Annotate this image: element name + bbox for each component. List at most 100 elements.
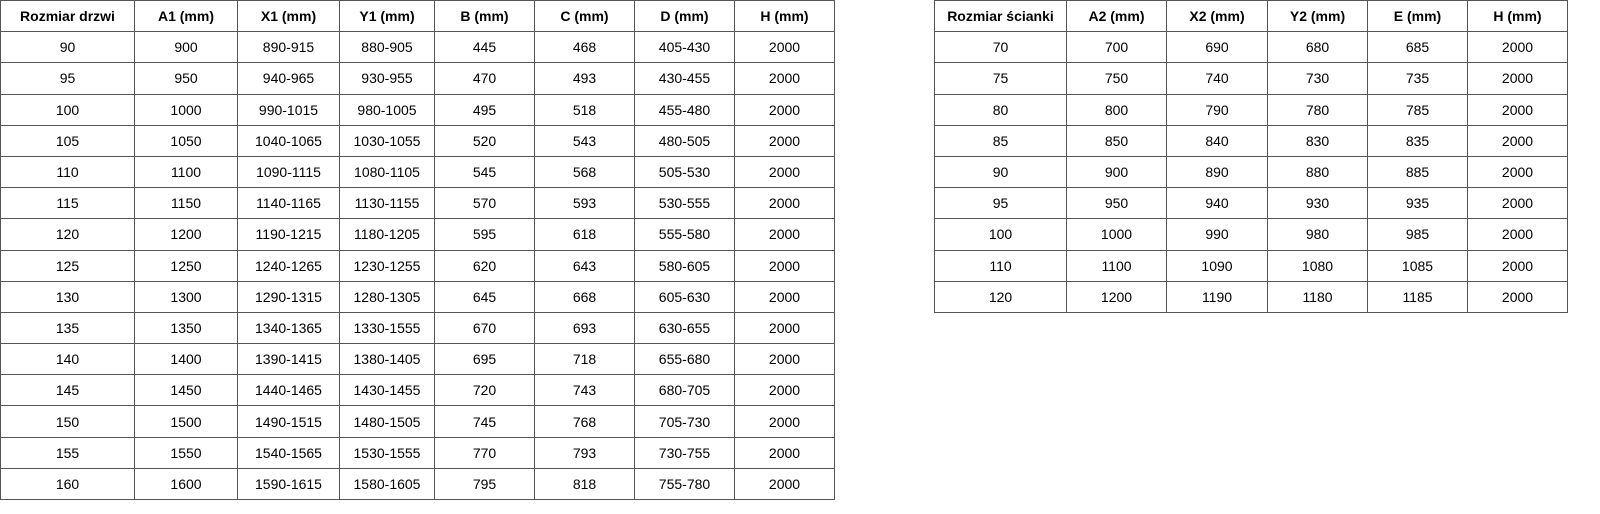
- table-cell: 735: [1367, 62, 1468, 95]
- table-cell: 885: [1367, 155, 1468, 189]
- table-cell: 990-1015: [237, 93, 340, 126]
- table-row: 110 1100 1090-1115 1080-1105 545 568 505-530 20…: [0, 155, 835, 189]
- table-row: 90 900 890-915 880-905 445 468 405-430 2000: [0, 31, 835, 64]
- table-cell: 980-1005: [339, 93, 435, 126]
- table-cell: 1085: [1367, 249, 1468, 282]
- table-cell: 795: [434, 467, 535, 501]
- table-cell: 950: [134, 62, 238, 95]
- table-cell: 580-605: [634, 249, 735, 282]
- table-row: 70 700 690 680 685 2000: [934, 31, 1568, 64]
- table-row: 115 1150 1140-1165 1130-1155 570 593 530-555 20…: [0, 187, 835, 220]
- table-cell: 155: [0, 436, 135, 469]
- wall-dimensions-table: Rozmiar ścianki A2 (mm) X2 (mm) Y2 (mm) E (m…: [934, 0, 1568, 313]
- table-cell: 630-655: [634, 311, 735, 345]
- table-cell: 2000: [734, 280, 835, 313]
- table-cell: 2000: [734, 405, 835, 438]
- table-cell: 495: [434, 93, 535, 126]
- table-cell: 940-965: [237, 62, 340, 95]
- table-cell: 1000: [1066, 218, 1167, 251]
- table-row: 105 1050 1040-1065 1030-1055 520 543 480-505 20…: [0, 124, 835, 157]
- table-cell: 518: [534, 93, 635, 126]
- table-cell: 980: [1267, 218, 1368, 251]
- table-cell: 935: [1367, 187, 1468, 220]
- table-cell: 785: [1367, 93, 1468, 126]
- table-cell: 468: [534, 31, 635, 64]
- table-cell: 1400: [134, 343, 238, 376]
- table-cell: 2000: [734, 31, 835, 64]
- column-header: X1 (mm): [237, 0, 340, 33]
- table-row: 100 1000 990-1015 980-1005 495 518 455-480 2000: [0, 93, 835, 126]
- table-cell: 105: [0, 124, 135, 157]
- table-cell: 1480-1505: [339, 405, 435, 438]
- table-cell: 160: [0, 467, 135, 501]
- table-cell: 2000: [734, 93, 835, 126]
- table-row: 140 1400 1390-1415 1380-1405 695 718 655-680 20…: [0, 343, 835, 376]
- table-cell: 1200: [1066, 280, 1167, 313]
- table-cell: 150: [0, 405, 135, 438]
- table-cell: 505-530: [634, 155, 735, 189]
- table-cell: 850: [1066, 124, 1167, 157]
- table-cell: 405-430: [634, 31, 735, 64]
- table-cell: 1390-1415: [237, 343, 340, 376]
- table-cell: 940: [1166, 187, 1268, 220]
- table-cell: 100: [934, 218, 1067, 251]
- table-cell: 1090-1115: [237, 155, 340, 189]
- table-cell: 690: [1166, 31, 1268, 64]
- table-row: 95 950 940 930 935 2000: [934, 187, 1568, 220]
- table-cell: 1380-1405: [339, 343, 435, 376]
- table-cell: 110: [934, 249, 1067, 282]
- table-row: 100 1000 990 980 985 2000: [934, 218, 1568, 251]
- table-cell: 1030-1055: [339, 124, 435, 157]
- table-cell: 1290-1315: [237, 280, 340, 313]
- table-cell: 1180-1205: [339, 218, 435, 251]
- column-header: H (mm): [1467, 0, 1568, 33]
- column-header: C (mm): [534, 0, 635, 33]
- table-cell: 1550: [134, 436, 238, 469]
- table-cell: 2000: [734, 374, 835, 407]
- table-cell: 100: [0, 93, 135, 126]
- table-cell: 1350: [134, 311, 238, 345]
- table-cell: 1080-1105: [339, 155, 435, 189]
- table-cell: 2000: [734, 187, 835, 220]
- table-cell: 1490-1515: [237, 405, 340, 438]
- table-row: 150 1500 1490-1515 1480-1505 745 768 705-730 20…: [0, 405, 835, 438]
- table-cell: 680: [1267, 31, 1368, 64]
- column-header: Rozmiar ścianki: [934, 0, 1067, 33]
- table-cell: 1130-1155: [339, 187, 435, 220]
- table-cell: 1000: [134, 93, 238, 126]
- table-cell: 655-680: [634, 343, 735, 376]
- table-cell: 80: [934, 93, 1067, 126]
- table-cell: 1580-1605: [339, 467, 435, 501]
- table-cell: 695: [434, 343, 535, 376]
- table-cell: 1340-1365: [237, 311, 340, 345]
- table-cell: 880-905: [339, 31, 435, 64]
- table-cell: 605-630: [634, 280, 735, 313]
- table-cell: 85: [934, 124, 1067, 157]
- table-cell: 645: [434, 280, 535, 313]
- table-row: 125 1250 1240-1265 1230-1255 620 643 580-605 20…: [0, 249, 835, 282]
- table-cell: 1090: [1166, 249, 1268, 282]
- table-cell: 880: [1267, 155, 1368, 189]
- table-cell: 1190: [1166, 280, 1268, 313]
- table-cell: 1500: [134, 405, 238, 438]
- table-cell: 1185: [1367, 280, 1468, 313]
- table-cell: 768: [534, 405, 635, 438]
- table-cell: 593: [534, 187, 635, 220]
- column-header: X2 (mm): [1166, 0, 1268, 33]
- table-cell: 705-730: [634, 405, 735, 438]
- table-cell: 790: [1166, 93, 1268, 126]
- table-cell: 2000: [1467, 124, 1568, 157]
- header-row: Rozmiar ścianki A2 (mm) X2 (mm) Y2 (mm) E (m…: [934, 0, 1568, 33]
- table-cell: 1100: [134, 155, 238, 189]
- table-cell: 1100: [1066, 249, 1167, 282]
- table-cell: 135: [0, 311, 135, 345]
- table-cell: 950: [1066, 187, 1167, 220]
- table-cell: 680-705: [634, 374, 735, 407]
- table-cell: 620: [434, 249, 535, 282]
- table-cell: 670: [434, 311, 535, 345]
- table-row: 75 750 740 730 735 2000: [934, 62, 1568, 95]
- table-cell: 1530-1555: [339, 436, 435, 469]
- table-cell: 780: [1267, 93, 1368, 126]
- table-cell: 480-505: [634, 124, 735, 157]
- table-cell: 130: [0, 280, 135, 313]
